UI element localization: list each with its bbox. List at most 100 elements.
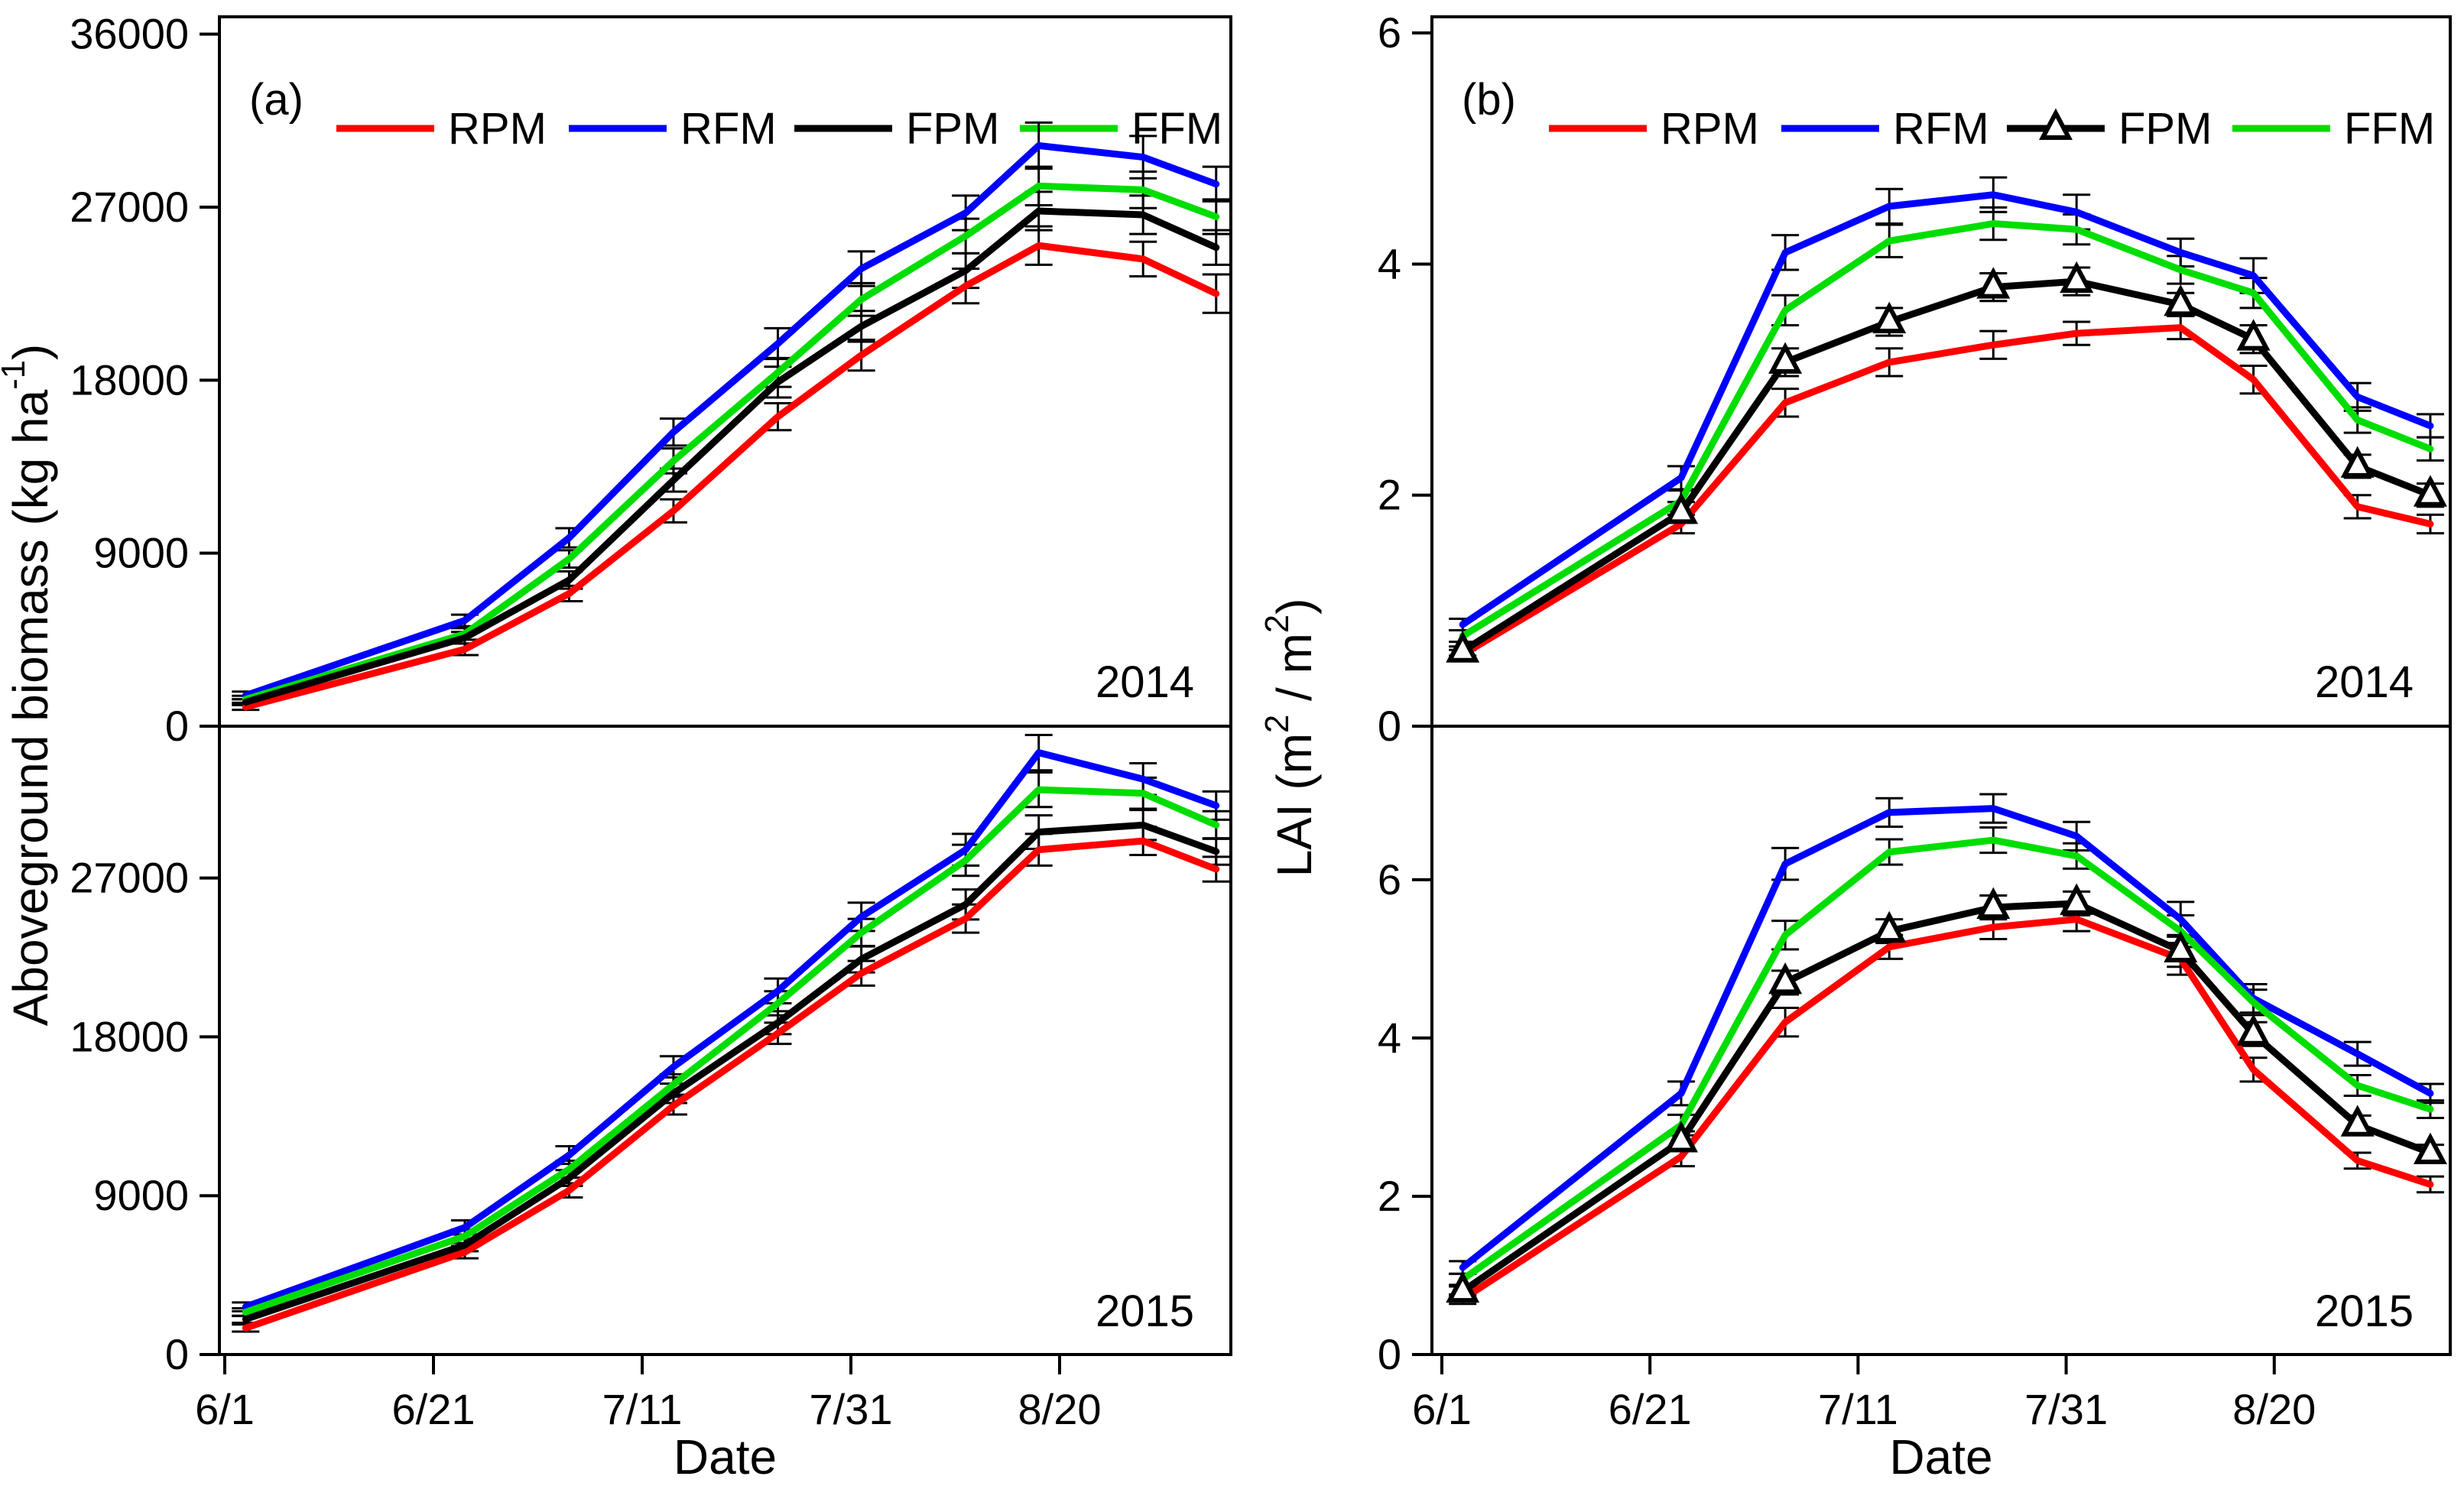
panel-a-ylabel: Aboveground biomass (kg ha-1)	[0, 344, 58, 1027]
x-tick-label: 8/20	[2232, 1385, 2316, 1433]
series-line-RFM-2015	[1459, 805, 2434, 1271]
triangle-marker	[2039, 108, 2073, 140]
series-line-FPM-2014	[1459, 277, 2434, 655]
x-tick-label: 6/21	[392, 1385, 476, 1433]
y-tick-label: 18000	[70, 355, 189, 404]
series-line-FFM-2015	[1459, 836, 2434, 1283]
panel-a-subplot-2014: 0 9000 18000 27000 36000 2014	[70, 10, 1230, 750]
legend-label-RFM: RFM	[680, 104, 777, 154]
errorbars-FFM-2015	[1449, 826, 2444, 1286]
legend-item-FPM: FPM	[2007, 104, 2212, 154]
triangle-marker	[2340, 446, 2375, 478]
x-tick-label: 6/21	[1609, 1385, 1692, 1433]
x-tick-label: 7/11	[602, 1385, 683, 1433]
errorbars-RPM-2014	[232, 225, 1230, 712]
year-label-b-2014: 2014	[2315, 657, 2414, 707]
triangle-marker	[2060, 883, 2094, 915]
errorbars-RPM-2014	[1449, 314, 2444, 660]
legend-item-FFM: FFM	[1020, 104, 1222, 154]
y-tick-label: 2	[1378, 1172, 1401, 1220]
x-tick-label: 7/31	[810, 1385, 893, 1433]
errorbars-FPM-2015	[1449, 890, 2444, 1297]
legend-label-FFM: FFM	[1131, 104, 1222, 154]
triangle-marker	[1768, 342, 1803, 374]
y-tick-label: 6	[1378, 855, 1401, 904]
panel-a-frame	[218, 15, 1232, 1356]
series-line-FFM-2014	[242, 182, 1220, 703]
x-tick-label: 8/20	[1018, 1385, 1102, 1433]
panel-a-legend: RPM RFM FPM FFM	[336, 104, 1222, 154]
triangle-marker	[1872, 910, 1907, 943]
panel-b-ylabel: LAI (m2 / m2)	[1259, 599, 1322, 878]
series-line-RPM-2014	[1459, 324, 2434, 658]
legend-item-FFM: FFM	[2232, 104, 2435, 154]
series-line-FFM-2015	[242, 786, 1220, 1316]
y-tick-label: 0	[165, 1330, 189, 1378]
series-line-RPM-2014	[242, 242, 1220, 711]
y-tick-label: 0	[1378, 1330, 1401, 1378]
panel-b-subplot-2015: 0 2 4 6 2015	[1378, 793, 2447, 1378]
series-line-RFM-2014	[1459, 191, 2434, 628]
series-markers-FPM-2015	[1446, 883, 2447, 1303]
panel-a-x-axis: 6/1 6/21 7/11 7/31 8/20 Date	[195, 1355, 1102, 1484]
legend-item-FPM: FPM	[794, 104, 999, 154]
panel-b: 6/1 6/21 7/11 7/31 8/20 Date LAI (m2 / m2) (b) R…	[1259, 8, 2452, 1484]
series-line-RFM-2014	[242, 141, 1220, 699]
panel-b-xlabel: Date	[1889, 1429, 1992, 1484]
triangle-marker	[1768, 962, 1803, 994]
legend-label-FFM: FFM	[2344, 104, 2435, 154]
panel-b-x-axis: 6/1 6/21 7/11 7/31 8/20 Date	[1412, 1355, 2316, 1484]
y-tick-label: 9000	[93, 1171, 189, 1219]
triangle-marker	[2236, 319, 2271, 351]
x-tick-label: 7/31	[2024, 1385, 2108, 1433]
year-label-a-2014: 2014	[1096, 657, 1194, 707]
triangle-marker	[2413, 475, 2447, 507]
legend-item-RFM: RFM	[569, 104, 777, 154]
series-line-FFM-2014	[1459, 220, 2434, 640]
panel-b-subplot-2014: 0 2 4 6 2014	[1378, 8, 2447, 750]
panel-b-legend: RPM RFM FPM FFM	[1549, 104, 2435, 154]
y-tick-label: 27000	[70, 854, 189, 902]
legend-label-RPM: RPM	[448, 104, 547, 154]
triangle-marker	[1872, 301, 1907, 334]
year-label-b-2015: 2015	[2315, 1286, 2414, 1336]
y-tick-label: 4	[1378, 239, 1401, 287]
triangle-marker	[2340, 1105, 2375, 1137]
panel-b-frame	[1430, 15, 2452, 1356]
y-tick-label: 18000	[70, 1012, 189, 1060]
legend-label-RFM: RFM	[1893, 104, 1989, 154]
errorbars-FFM-2015	[232, 771, 1230, 1318]
series-markers-FPM-2014	[1446, 261, 2447, 663]
y-tick-label: 0	[1378, 702, 1401, 750]
series-line-FPM-2015	[1459, 900, 2434, 1295]
panel-b-letter: (b)	[1462, 75, 1516, 125]
y-tick-label: 9000	[93, 529, 189, 577]
series-line-FPM-2015	[242, 821, 1220, 1323]
x-tick-label: 7/11	[1818, 1385, 1898, 1433]
y-tick-label: 2	[1378, 471, 1401, 519]
panel-a-subplot-2015: 0 9000 18000 27000 2015	[70, 734, 1230, 1378]
panel-a-xlabel: Date	[674, 1429, 777, 1484]
series-line-FPM-2014	[242, 207, 1220, 706]
legend-label-FPM: FPM	[2118, 104, 2212, 154]
y-tick-label: 27000	[70, 183, 189, 231]
panel-a: 6/1 6/21 7/11 7/31 8/20 Date Aboveground bioma…	[0, 10, 1232, 1484]
y-tick-label: 36000	[70, 10, 189, 58]
triangle-marker	[1446, 631, 1480, 663]
series-line-RPM-2015	[1459, 916, 2434, 1303]
legend-label-RPM: RPM	[1661, 104, 1759, 154]
legend-item-RPM: RPM	[1549, 104, 1759, 154]
errorbars-FPM-2014	[232, 190, 1230, 706]
triangle-marker	[1664, 492, 1699, 524]
triangle-marker	[2236, 1014, 2271, 1046]
triangle-marker	[1664, 1121, 1699, 1153]
triangle-marker	[1976, 887, 2011, 920]
triangle-marker	[2060, 261, 2094, 294]
triangle-marker	[1976, 267, 2011, 299]
y-tick-label: 0	[165, 702, 189, 750]
legend-label-FPM: FPM	[906, 104, 999, 154]
triangle-marker	[2164, 930, 2198, 963]
y-tick-label: 4	[1378, 1014, 1401, 1062]
